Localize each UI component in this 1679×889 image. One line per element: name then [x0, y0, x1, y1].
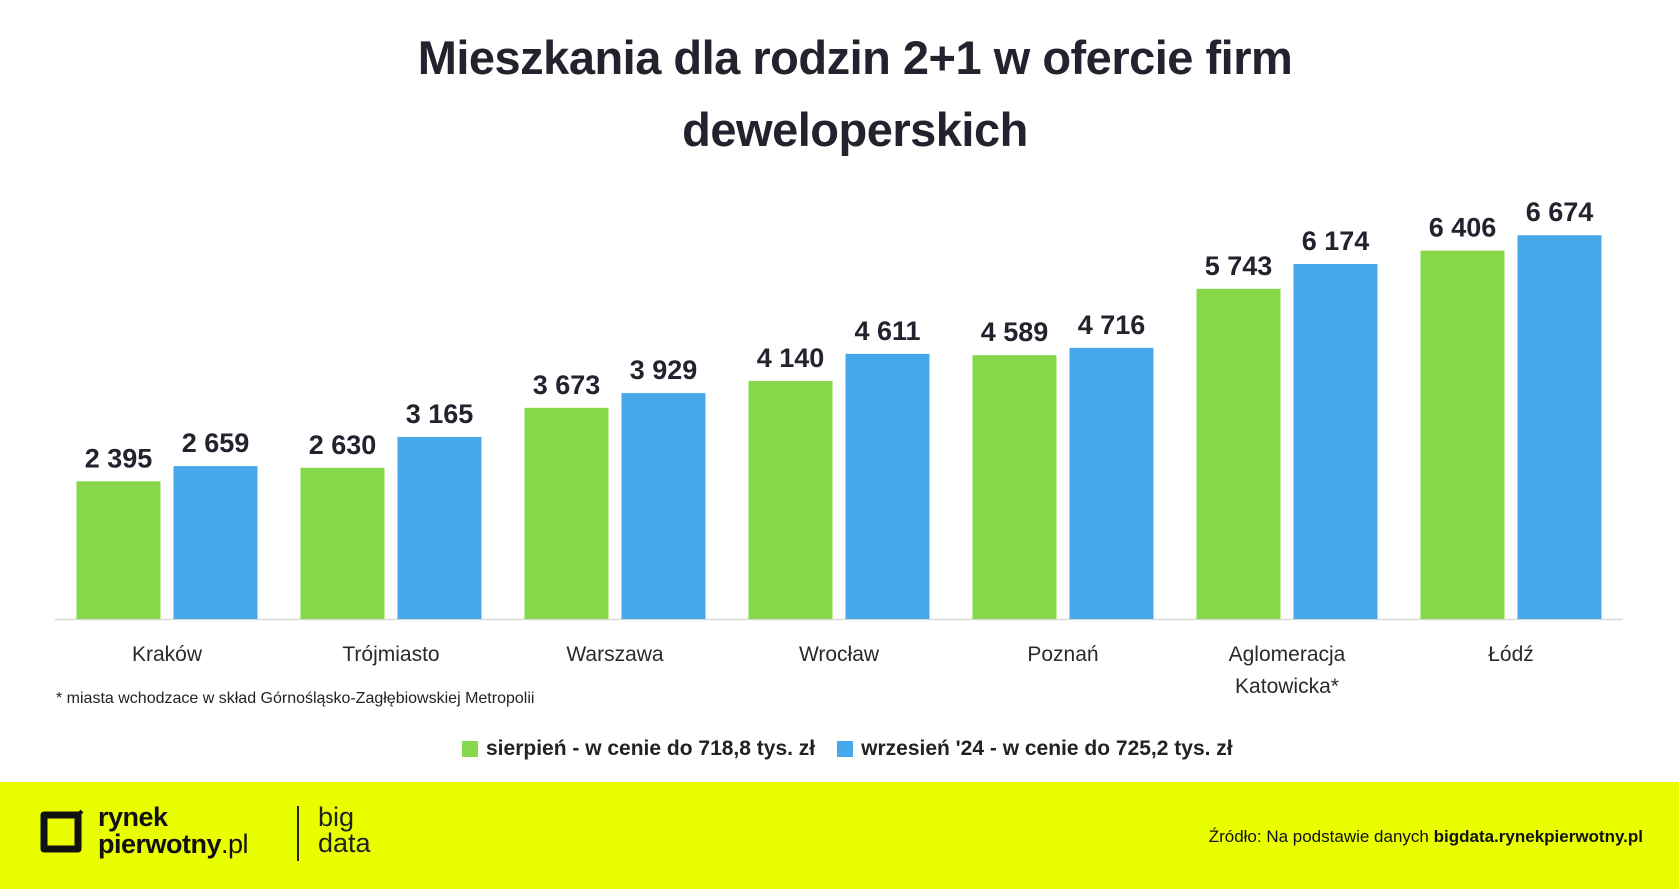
legend-item-wrzesien: wrzesień '24 - w cenie do 725,2 tys. zł: [837, 737, 1233, 761]
data-label-sierpien-2: 3 673: [533, 370, 601, 400]
data-label-sierpien-0: 2 395: [85, 443, 153, 473]
data-label-sierpien-5: 5 743: [1205, 251, 1273, 281]
category-label-3: Wrocław: [799, 643, 880, 666]
data-label-wrzesien-6: 6 674: [1526, 197, 1594, 227]
logo-square-icon: [40, 809, 84, 853]
bar-sierpien-3: [748, 380, 833, 619]
legend-swatch-wrzesien: [837, 741, 854, 757]
data-label-wrzesien-1: 3 165: [406, 399, 474, 429]
footnote: * miasta wchodzace w skład Górnośląsko-Z…: [56, 690, 535, 707]
title-line-2: deweloperskich: [682, 103, 1028, 156]
category-label-1: Trójmiasto: [342, 643, 439, 666]
data-label-wrzesien-4: 4 716: [1078, 310, 1146, 340]
data-label-sierpien-6: 6 406: [1429, 213, 1497, 243]
data-label-wrzesien-3: 4 611: [854, 316, 920, 346]
title-line-1: Mieszkania dla rodzin 2+1 w ofercie firm: [417, 31, 1293, 84]
logo-text: rynek pierwotny.pl: [98, 802, 249, 859]
bar-wrzesien-4: [1069, 347, 1154, 619]
logo-suffix: .pl: [221, 829, 249, 859]
bar-wrzesien-2: [621, 393, 706, 619]
bigdata-line-2: data: [318, 828, 371, 858]
chart-title: Mieszkania dla rodzin 2+1 w ofercie firm…: [0, 22, 1679, 166]
data-label-wrzesien-0: 2 659: [182, 428, 250, 458]
bar-sierpien-5: [1196, 288, 1281, 619]
footer-bar: rynek pierwotny.pl big data Źródło: Na p…: [0, 782, 1679, 889]
legend-item-sierpien: sierpień - w cenie do 718,8 tys. zł: [462, 737, 815, 761]
legend-label-wrzesien: wrzesień '24 - w cenie do 725,2 tys. zł: [861, 737, 1233, 760]
rynekpierwotny-logo[interactable]: rynek pierwotny.pl: [40, 802, 249, 859]
bar-chart: 2 395 2 659 Kraków 2 630 3 165 Trójmiasto 3 67…: [55, 197, 1623, 698]
category-label-4: Poznań: [1027, 643, 1098, 666]
bar-wrzesien-3: [845, 353, 930, 619]
source-link[interactable]: bigdata.rynekpierwotny.pl: [1433, 827, 1643, 846]
legend-label-sierpien: sierpień - w cenie do 718,8 tys. zł: [486, 737, 816, 760]
data-label-sierpien-1: 2 630: [309, 430, 377, 460]
data-label-wrzesien-5: 6 174: [1302, 226, 1370, 256]
source-prefix: Źródło: Na podstawie danych: [1208, 827, 1429, 846]
bar-sierpien-0: [76, 481, 161, 619]
logo-line-1: rynek: [98, 802, 168, 832]
bar-sierpien-6: [1420, 250, 1505, 619]
logo-divider: [297, 806, 299, 861]
legend: sierpień - w cenie do 718,8 tys. zł wrze…: [462, 737, 1255, 761]
bar-wrzesien-6: [1517, 235, 1602, 619]
data-label-wrzesien-2: 3 929: [630, 355, 698, 385]
category-label-0: Kraków: [132, 643, 203, 666]
category-label-5-line-2: Katowicka*: [1235, 675, 1339, 698]
legend-swatch-sierpien: [462, 741, 478, 757]
bar-sierpien-1: [300, 467, 385, 619]
bar-sierpien-4: [972, 355, 1057, 619]
category-label-6: Łódź: [1488, 643, 1534, 666]
bar-sierpien-2: [524, 407, 609, 619]
bigdata-line-1: big: [318, 802, 355, 832]
data-label-sierpien-3: 4 140: [757, 343, 825, 373]
bar-wrzesien-5: [1293, 263, 1378, 619]
category-label-2: Warszawa: [566, 643, 664, 666]
logo-line-2: pierwotny: [98, 829, 222, 859]
bar-wrzesien-1: [397, 437, 482, 619]
source-note: Źródło: Na podstawie danych bigdata.ryne…: [1209, 827, 1643, 847]
category-label-5: Aglomeracja: [1229, 643, 1346, 666]
bigdata-logo[interactable]: big data: [318, 802, 371, 858]
data-label-sierpien-4: 4 589: [981, 317, 1049, 347]
bar-wrzesien-0: [173, 466, 258, 619]
